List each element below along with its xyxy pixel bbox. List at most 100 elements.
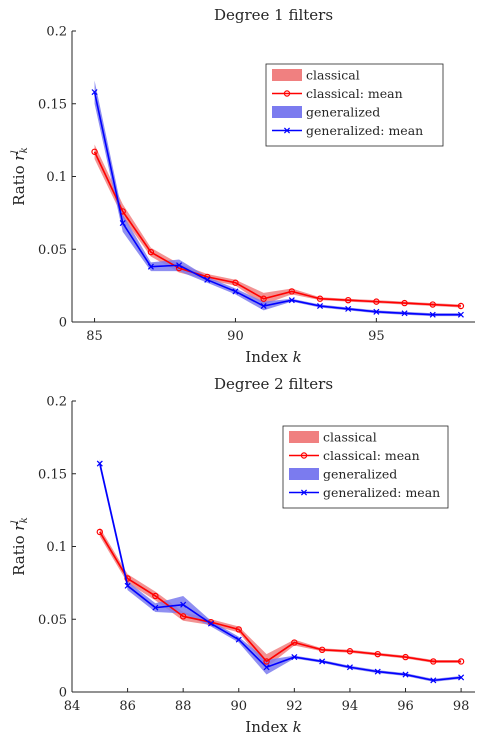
data-point-classical <box>263 658 270 665</box>
data-point-generalized <box>402 671 409 678</box>
series-line-classical <box>99 531 462 663</box>
data-point-generalized <box>346 664 353 671</box>
legend: classical classical: mean generalized gener… <box>282 425 449 509</box>
data-point-generalized <box>458 674 465 681</box>
data-point-classical <box>429 301 436 308</box>
data-point-generalized <box>429 311 436 318</box>
data-point-classical <box>402 653 409 661</box>
data-point-classical <box>124 575 131 582</box>
series-line-generalized <box>93 91 461 316</box>
data-point-classical <box>457 658 465 665</box>
data-point-generalized <box>91 89 98 96</box>
chart-degree-2: 0 0.05 0.1 0.15 0.2 84 86 88 90 92 94 96 98 Degree 2 … <box>10 375 475 736</box>
chart-degree-1: 0 0.05 0.1 0.15 0.2 85 90 95 Degree 1 filters Ind… <box>10 6 475 366</box>
data-point-classical <box>260 295 267 302</box>
data-point-generalized <box>96 460 103 467</box>
data-point-classical <box>152 592 159 600</box>
legend-label: classical: mean <box>323 448 420 463</box>
y-axis-label-text: Ratio <box>10 531 28 576</box>
data-point-generalized <box>124 582 131 589</box>
data-point-classical <box>374 650 381 658</box>
data-point-generalized <box>232 288 239 295</box>
y-axis-label-var: r <box>10 523 28 531</box>
x-tick-label: 85 <box>86 329 103 344</box>
data-point-generalized <box>373 308 380 315</box>
data-point-classical <box>401 299 408 307</box>
legend-label: generalized: mean <box>306 123 423 138</box>
data-point-generalized <box>430 677 437 684</box>
data-point-generalized <box>147 263 154 270</box>
legend-label: classical <box>306 68 360 83</box>
x-axis-label-var: k <box>293 718 302 736</box>
legend-label: generalized: mean <box>323 485 440 500</box>
legend-label: classical <box>323 430 377 445</box>
legend-swatch <box>272 106 302 118</box>
data-point-classical <box>457 302 465 310</box>
x-tick-label: 94 <box>342 699 359 714</box>
data-point-classical <box>232 279 239 286</box>
data-point-generalized <box>401 310 408 317</box>
y-axis-label: Ratio rlk <box>10 517 30 576</box>
legend-label: generalized <box>306 105 380 120</box>
y-tick-label: 0 <box>59 316 67 331</box>
series-line-classical <box>93 151 461 307</box>
x-tick-label: 84 <box>64 699 81 714</box>
y-tick-label: 0.2 <box>46 25 67 40</box>
data-point-generalized <box>152 604 159 611</box>
x-tick-label: 92 <box>286 699 303 714</box>
legend-marker-circle <box>283 90 291 97</box>
y-axis-label-sup: l <box>10 150 21 153</box>
confidence-band-classical <box>94 144 461 308</box>
data-point-generalized <box>457 311 464 318</box>
data-point-generalized <box>319 658 326 665</box>
y-axis-label-sub: k <box>19 147 30 153</box>
x-axis-label: Index k <box>245 348 301 366</box>
legend-label: classical: mean <box>306 86 403 101</box>
legend-marker-x <box>283 127 291 134</box>
legend-swatch <box>289 468 319 480</box>
legend-marker-circle <box>300 452 308 459</box>
x-tick-label: 88 <box>175 699 192 714</box>
y-tick-label: 0.15 <box>38 467 67 482</box>
y-axis-label-text: Ratio <box>10 161 28 206</box>
data-point-classical <box>318 646 326 654</box>
chart-title: Degree 2 filters <box>214 375 333 393</box>
data-point-classical <box>346 648 354 655</box>
data-point-classical <box>344 296 352 304</box>
y-axis-label-sub: k <box>19 517 30 523</box>
data-point-generalized <box>291 654 298 661</box>
data-point-classical <box>316 295 324 302</box>
data-point-generalized <box>263 664 270 671</box>
data-point-classical <box>288 288 296 295</box>
data-point-classical <box>179 613 187 620</box>
data-point-classical <box>147 248 155 256</box>
data-point-generalized <box>176 262 183 269</box>
data-point-classical <box>96 528 103 536</box>
data-point-classical <box>291 639 298 646</box>
legend-swatch <box>289 431 319 443</box>
data-point-classical <box>91 148 98 155</box>
y-tick-label: 0.1 <box>46 170 67 185</box>
data-point-generalized <box>207 620 214 627</box>
data-point-classical <box>235 626 242 633</box>
y-axis-label-sup: l <box>10 520 21 523</box>
data-point-generalized <box>345 305 352 312</box>
data-point-generalized <box>204 276 211 283</box>
x-axis-label: Index k <box>245 718 301 736</box>
data-point-classical <box>373 298 380 305</box>
y-tick-label: 0.05 <box>38 243 67 258</box>
data-point-generalized <box>180 601 187 608</box>
y-tick-label: 0.2 <box>46 395 67 410</box>
y-axis-label-var: r <box>10 153 28 161</box>
data-point-generalized <box>235 636 242 643</box>
data-point-generalized <box>288 297 295 304</box>
x-tick-label: 90 <box>227 329 244 344</box>
y-tick-label: 0.05 <box>38 613 67 628</box>
data-point-generalized <box>119 220 126 227</box>
legend-label: generalized <box>323 467 397 482</box>
x-tick-label: 86 <box>119 699 136 714</box>
x-tick-label: 98 <box>453 699 470 714</box>
legend: classical classical: mean generalized gener… <box>265 63 444 147</box>
x-axis-label-text: Index <box>245 348 292 366</box>
